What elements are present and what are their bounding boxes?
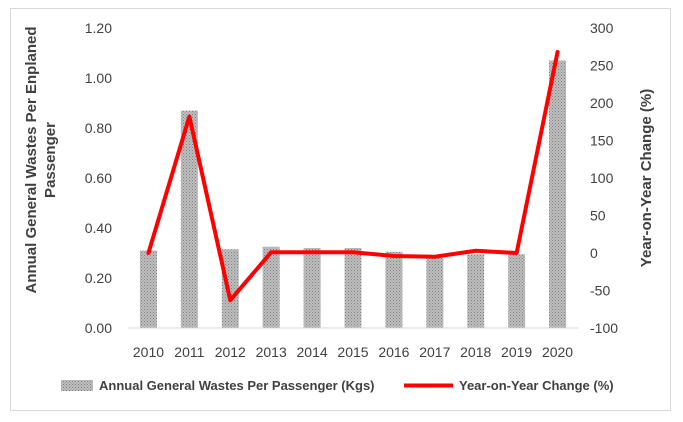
y2-tick-label: 50 bbox=[590, 208, 606, 224]
y-axis-title-line2: Passenger bbox=[42, 122, 59, 198]
y-tick-label: 1.00 bbox=[85, 70, 112, 86]
y-tick-label: 1.20 bbox=[85, 20, 112, 36]
x-tick-label: 2017 bbox=[419, 344, 450, 360]
x-tick-label: 2011 bbox=[174, 344, 204, 360]
y-axis-title-line1: Annual General Wastes Per Enplaned bbox=[23, 26, 40, 293]
x-tick-label: 2012 bbox=[215, 344, 246, 360]
bar-2012 bbox=[221, 249, 239, 328]
yoy-point-2017 bbox=[434, 256, 436, 258]
x-tick-label: 2015 bbox=[337, 344, 368, 360]
x-tick-label: 2014 bbox=[297, 344, 328, 360]
x-tick-label: 2020 bbox=[542, 344, 573, 360]
y2-tick-label: -100 bbox=[590, 320, 618, 336]
yoy-point-2015 bbox=[352, 251, 354, 253]
plot-area: 0.00 0.20 0.40 0.60 0.80 1.00 1.20 -100 -50 0 50 10… bbox=[85, 20, 618, 360]
y2-tick-label: 100 bbox=[590, 170, 614, 186]
x-tick-label: 2016 bbox=[378, 344, 409, 360]
bar-2020 bbox=[549, 60, 567, 328]
y-tick-label: 0.60 bbox=[85, 170, 112, 186]
y2-tick-label: 150 bbox=[590, 133, 614, 149]
legend-bar-swatch bbox=[61, 380, 93, 391]
y2-tick-label: 0 bbox=[590, 245, 598, 261]
bar-2018 bbox=[467, 254, 485, 328]
yoy-point-2016 bbox=[393, 255, 395, 257]
yoy-point-2014 bbox=[311, 251, 313, 253]
legend-bar-label: Annual General Wastes Per Passenger (Kgs… bbox=[99, 378, 375, 393]
y2-tick-label: 200 bbox=[590, 95, 614, 111]
y2-tick-label: 300 bbox=[590, 20, 614, 36]
legend: Annual General Wastes Per Passenger (Kgs… bbox=[61, 378, 614, 393]
y-tick-label: 0.40 bbox=[85, 220, 112, 236]
bar-2010 bbox=[139, 250, 157, 328]
y-tick-label: 0.00 bbox=[85, 320, 112, 336]
x-tick-label: 2013 bbox=[256, 344, 287, 360]
x-tick-label: 2010 bbox=[133, 344, 164, 360]
yoy-point-2012 bbox=[229, 299, 231, 301]
bar-2017 bbox=[426, 258, 444, 328]
y-tick-label: 0.80 bbox=[85, 120, 112, 136]
bar-2019 bbox=[508, 254, 526, 328]
bar-2016 bbox=[385, 251, 403, 328]
bar-2011 bbox=[180, 110, 198, 328]
yoy-point-2013 bbox=[270, 251, 272, 253]
y2-axis-title-text: Year-on-Year Change (%) bbox=[638, 89, 655, 267]
bar-2014 bbox=[303, 248, 321, 328]
yoy-point-2020 bbox=[557, 51, 559, 53]
bar-2015 bbox=[344, 248, 362, 328]
x-tick-label: 2018 bbox=[460, 344, 491, 360]
yoy-point-2010 bbox=[147, 252, 149, 254]
y2-tick-label: -50 bbox=[590, 283, 610, 299]
y-tick-label: 0.20 bbox=[85, 270, 112, 286]
bar-2013 bbox=[262, 246, 280, 328]
y2-axis-title: Year-on-Year Change (%) bbox=[638, 89, 655, 267]
y-axis-title: Annual General Wastes Per Enplaned Passen… bbox=[23, 26, 59, 293]
legend-line-label: Year-on-Year Change (%) bbox=[459, 378, 614, 393]
yoy-point-2011 bbox=[188, 116, 190, 117]
yoy-point-2019 bbox=[516, 252, 518, 254]
yoy-point-2018 bbox=[475, 250, 477, 252]
y2-tick-label: 250 bbox=[590, 58, 614, 74]
x-tick-label: 2019 bbox=[501, 344, 532, 360]
